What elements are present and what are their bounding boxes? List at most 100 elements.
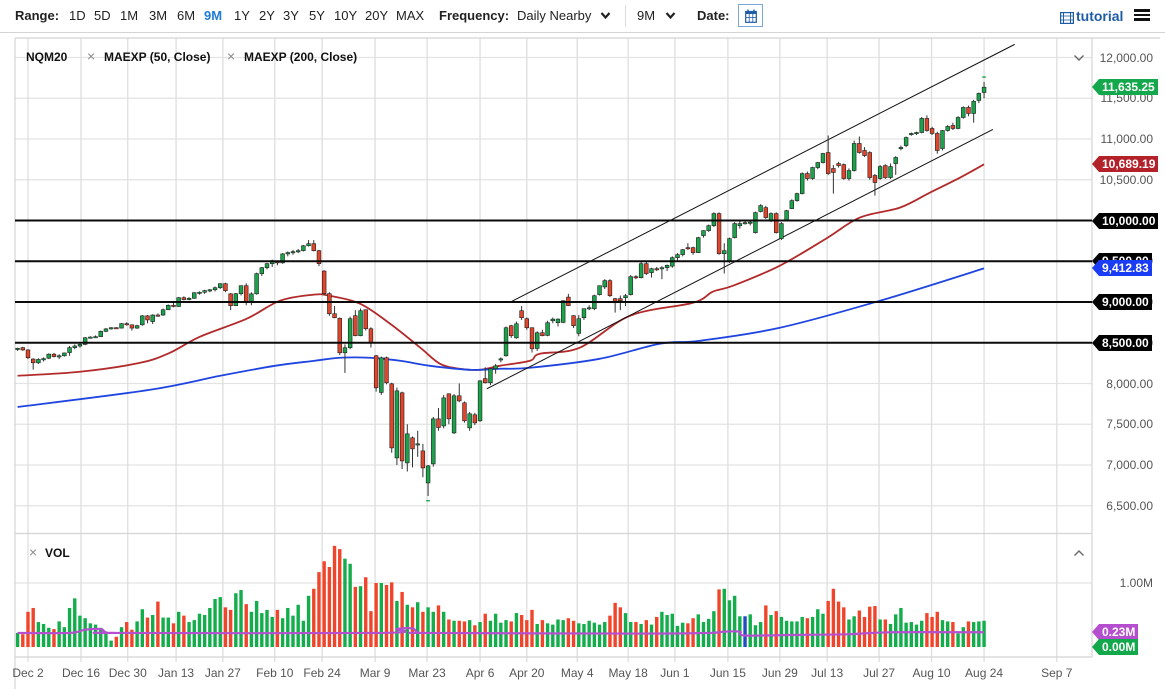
candle-body bbox=[550, 318, 555, 322]
remove-study-ema200-icon[interactable]: × bbox=[227, 48, 236, 64]
range-1y[interactable]: 1Y bbox=[234, 8, 250, 23]
candle bbox=[192, 292, 197, 299]
remove-study-ema50-icon[interactable]: × bbox=[87, 48, 96, 64]
date-axis-label: Feb 24 bbox=[303, 666, 341, 680]
volume-bar bbox=[831, 588, 836, 647]
volume-bar bbox=[920, 620, 924, 647]
volume-bar bbox=[473, 625, 477, 647]
candle-body bbox=[737, 223, 743, 226]
candle-body bbox=[722, 250, 727, 254]
candle bbox=[436, 407, 441, 431]
candle-body bbox=[451, 395, 457, 434]
candle-body bbox=[898, 147, 904, 149]
range-20y[interactable]: 20Y bbox=[365, 8, 389, 23]
range-1d[interactable]: 1D bbox=[69, 8, 86, 23]
candle bbox=[909, 132, 914, 136]
volume-bar bbox=[639, 623, 643, 647]
candle-body bbox=[160, 309, 166, 316]
date-picker-button[interactable] bbox=[738, 4, 763, 27]
volume-bar bbox=[130, 629, 134, 647]
candle bbox=[259, 266, 265, 276]
candle-body bbox=[623, 295, 628, 298]
candle-body bbox=[134, 325, 140, 329]
volume-bar bbox=[431, 611, 435, 647]
volume-bar bbox=[686, 623, 690, 647]
volume-axis-label: 1.00M bbox=[1119, 576, 1153, 590]
volume-bar bbox=[868, 606, 872, 647]
candle-body bbox=[831, 168, 836, 173]
chevron-down-icon[interactable] bbox=[600, 11, 611, 20]
candle bbox=[638, 262, 644, 279]
study-ema200-label[interactable]: MAEXP (200, Close) bbox=[244, 50, 358, 64]
candle-body bbox=[701, 230, 706, 236]
candle bbox=[706, 224, 711, 232]
volume-bar bbox=[894, 614, 898, 647]
candle bbox=[763, 205, 769, 219]
candle-body bbox=[436, 418, 441, 428]
candle-body bbox=[825, 152, 831, 174]
range-2y[interactable]: 2Y bbox=[259, 8, 275, 23]
candle-body bbox=[280, 253, 285, 264]
candle-body bbox=[867, 152, 872, 178]
candle-body bbox=[186, 298, 192, 300]
range-1m[interactable]: 1M bbox=[120, 8, 139, 23]
volume-bar bbox=[977, 621, 981, 647]
range-5y[interactable]: 5Y bbox=[309, 8, 325, 23]
chevron-down-icon[interactable] bbox=[665, 11, 676, 20]
volume-bar bbox=[722, 588, 726, 647]
range-5d[interactable]: 5D bbox=[94, 8, 111, 23]
chevron-down-icon[interactable] bbox=[1073, 54, 1085, 62]
candle-body bbox=[337, 317, 342, 354]
range-6m[interactable]: 6M bbox=[177, 8, 196, 23]
candle bbox=[831, 165, 836, 194]
volume-bar bbox=[296, 604, 300, 647]
range-10y[interactable]: 10Y bbox=[334, 8, 358, 23]
volume-bar bbox=[104, 631, 108, 647]
candle bbox=[410, 436, 415, 468]
volume-bar bbox=[592, 622, 597, 647]
range-max[interactable]: MAX bbox=[396, 8, 425, 23]
channel-line-lower bbox=[486, 129, 994, 390]
candle bbox=[358, 308, 363, 337]
volume-bar bbox=[343, 558, 347, 647]
candle bbox=[919, 116, 924, 134]
candle-body bbox=[872, 175, 878, 183]
candle-body bbox=[233, 293, 239, 306]
hamburger-menu-icon[interactable] bbox=[1134, 8, 1151, 21]
candle bbox=[88, 336, 93, 339]
volume-bar bbox=[800, 616, 804, 647]
candle-body bbox=[285, 252, 290, 255]
volume-bar bbox=[150, 615, 155, 647]
volume-bar bbox=[935, 611, 939, 647]
period-dropdown[interactable]: 9M bbox=[637, 8, 656, 23]
range-3m[interactable]: 3M bbox=[149, 8, 168, 23]
candle-body bbox=[446, 393, 452, 420]
candle bbox=[940, 130, 945, 151]
candle-body bbox=[680, 249, 685, 255]
volume-bar bbox=[680, 622, 685, 647]
candle bbox=[332, 306, 337, 319]
price-axis-label: 6,500.00 bbox=[1106, 498, 1153, 513]
candle bbox=[477, 380, 483, 422]
candle-body bbox=[155, 314, 161, 317]
date-axis-label: Dec 30 bbox=[108, 666, 147, 680]
candle-body bbox=[955, 117, 961, 129]
remove-volume-icon[interactable]: × bbox=[29, 544, 38, 560]
volume-bar bbox=[93, 624, 98, 647]
candle-body bbox=[628, 276, 633, 295]
candle-body bbox=[353, 315, 358, 337]
range-9m[interactable]: 9M bbox=[204, 8, 223, 23]
chevron-up-icon[interactable] bbox=[1073, 549, 1085, 557]
volume-ma-tag: 0.23M bbox=[1091, 624, 1139, 641]
volume-bar bbox=[862, 616, 867, 647]
frequency-dropdown[interactable]: Daily Nearby bbox=[517, 8, 592, 23]
study-ema50-label[interactable]: MAEXP (50, Close) bbox=[104, 50, 211, 64]
candle bbox=[966, 105, 971, 117]
candle bbox=[961, 106, 966, 119]
volume-bar bbox=[665, 615, 669, 647]
candle-body bbox=[197, 291, 202, 294]
range-3y[interactable]: 3Y bbox=[283, 8, 299, 23]
candle-body bbox=[218, 283, 223, 289]
candle bbox=[883, 164, 888, 179]
